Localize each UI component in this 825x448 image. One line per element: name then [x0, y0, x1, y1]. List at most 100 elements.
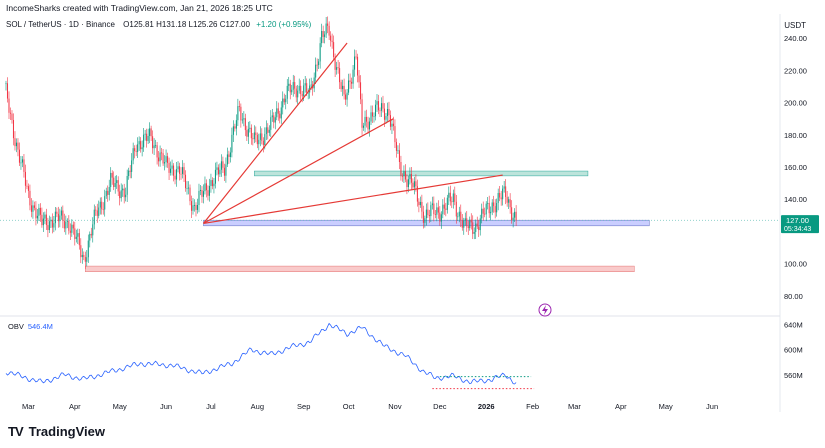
candle-body	[482, 208, 484, 214]
candle-body	[487, 202, 489, 204]
candle-body	[410, 173, 412, 183]
candles-layer	[5, 16, 517, 269]
candle-body	[407, 179, 409, 188]
candle-body	[277, 108, 279, 114]
candle-body	[333, 42, 335, 57]
candle-body	[355, 56, 357, 58]
time-tick-label: Mar	[568, 402, 581, 411]
candle-body	[146, 133, 148, 141]
candle-body	[38, 207, 40, 216]
obv-tick-label: 640M	[784, 320, 803, 329]
candle-body	[53, 223, 55, 228]
candle-body	[51, 219, 53, 228]
obv-line	[5, 322, 517, 385]
candle-body	[289, 83, 291, 93]
candle-body	[141, 147, 143, 150]
candle-body	[184, 174, 187, 189]
candle-body	[207, 190, 209, 196]
candle-body	[466, 218, 468, 227]
candle-body	[285, 98, 287, 103]
candle-body	[87, 240, 89, 258]
candle-body	[123, 188, 125, 198]
candle-body	[366, 116, 368, 122]
candle-body	[388, 108, 390, 116]
candle-body	[470, 219, 472, 223]
candle-body	[401, 175, 403, 177]
candle-body	[74, 228, 76, 239]
candle-body	[77, 233, 79, 237]
candle-body	[12, 119, 15, 139]
price-tick-label: 220.00	[784, 66, 807, 75]
candle-body	[220, 161, 222, 170]
candle-body	[36, 215, 38, 219]
candle-body	[298, 85, 300, 91]
candle-body	[430, 205, 432, 217]
candle-body	[449, 192, 451, 202]
candle-body	[95, 209, 97, 211]
candle-body	[395, 142, 397, 151]
candle-body	[111, 172, 113, 178]
candle-body	[282, 98, 284, 108]
candle-body	[231, 134, 233, 153]
candle-body	[60, 210, 62, 216]
candle-body	[291, 89, 293, 93]
candle-body	[18, 149, 20, 163]
candle-body	[8, 98, 10, 113]
candle-body	[267, 127, 269, 133]
candle-body	[99, 201, 101, 208]
candle-body	[204, 183, 206, 192]
candle-body	[235, 120, 237, 129]
candle-body	[243, 118, 245, 120]
candle-body	[182, 167, 184, 174]
candle-body	[515, 211, 517, 221]
candle-body	[205, 183, 207, 191]
candle-body	[512, 217, 514, 221]
candle-body	[32, 205, 34, 212]
candle-body	[217, 167, 219, 175]
candle-body	[114, 183, 116, 187]
candle-body	[425, 209, 427, 219]
candle-body	[120, 190, 122, 199]
candle-body	[26, 185, 28, 187]
time-tick-label: Oct	[343, 402, 356, 411]
candle-body	[149, 128, 151, 136]
alert-icon[interactable]	[538, 303, 552, 317]
candle-body	[9, 112, 12, 114]
candle-body	[152, 136, 154, 149]
candle-body	[165, 156, 167, 163]
candle-body	[476, 223, 478, 227]
candle-body	[23, 159, 25, 172]
time-tick-label: Nov	[388, 402, 402, 411]
candle-body	[415, 181, 417, 187]
candle-body	[391, 123, 393, 127]
candle-body	[147, 135, 149, 141]
candle-body	[228, 154, 230, 157]
candle-body	[345, 94, 347, 100]
candle-body	[292, 82, 294, 90]
candle-body	[433, 203, 435, 215]
candle-body	[159, 152, 161, 162]
candle-body	[83, 254, 85, 257]
candle-body	[90, 233, 92, 236]
candle-body	[502, 188, 504, 200]
tradingview-logo[interactable]: TV TradingView	[8, 424, 105, 439]
chart-credit: IncomeSharks created with TradingView.co…	[6, 3, 273, 13]
candle-body	[382, 103, 384, 109]
candle-body	[403, 171, 405, 177]
candle-body	[42, 218, 44, 226]
candle-body	[264, 134, 266, 146]
candle-body	[294, 82, 296, 89]
candle-body	[452, 193, 454, 202]
price-tick-label: 100.00	[784, 260, 807, 269]
candle-body	[424, 218, 426, 223]
candle-body	[75, 236, 77, 239]
candle-body	[208, 185, 210, 196]
candle-body	[170, 168, 172, 173]
candle-body	[306, 83, 308, 93]
candle-body	[445, 208, 447, 210]
candle-body	[448, 192, 450, 198]
candle-body	[394, 126, 396, 143]
candle-body	[270, 117, 272, 130]
candle-body	[104, 196, 106, 210]
